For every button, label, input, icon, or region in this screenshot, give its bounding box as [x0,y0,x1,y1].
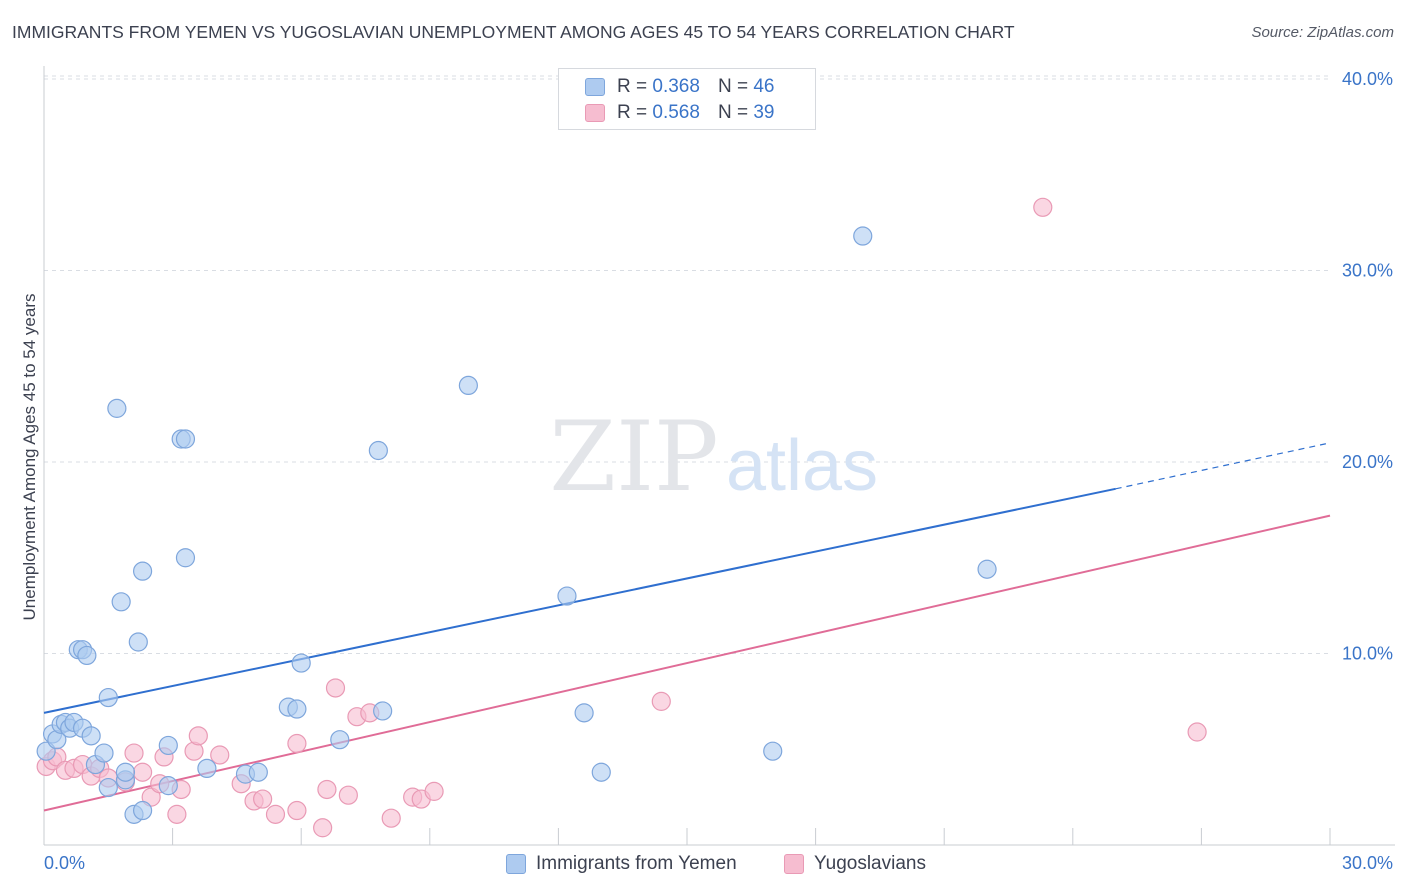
series-legend-yemen[interactable]: Immigrants from Yemen [506,852,737,876]
point-yugoslavian [265,804,286,824]
point-yemen [853,226,873,246]
legend-r-label: R = [617,102,648,123]
legend-row-yugoslavians: R = 0.568 N = 39 [585,100,774,126]
axes [43,66,1395,846]
point-yugoslavian [124,743,144,763]
source-label: Source: ZipAtlas.com [1251,24,1394,41]
point-yugoslavian [325,678,346,698]
point-yemen [368,440,388,461]
point-yemen [291,653,311,673]
point-yemen [77,645,97,666]
point-yugoslavian [253,789,273,809]
point-yugoslavian [1187,722,1207,742]
point-yemen [132,561,153,581]
point-yemen [557,586,577,606]
gridlines [44,75,1330,654]
point-yemen [287,699,307,719]
y-tick-label: 40.0% [1342,69,1393,89]
point-yemen [330,730,350,750]
point-yemen [248,762,268,782]
y-tick-label: 30.0% [1342,261,1393,281]
watermark-zip: ZIP [549,401,718,513]
tick-labels: 10.0% 20.0% 30.0% 40.0% 0.0% 30.0% [44,69,1393,873]
point-yugoslavian [167,804,187,824]
point-yugoslavian [1033,197,1053,217]
point-yugoslavian [313,818,333,838]
trend-lines [43,442,1331,812]
series-legend-yugoslavians[interactable]: Yugoslavians [784,852,926,876]
y-tick-label: 10.0% [1342,644,1393,664]
point-yugoslavian [287,733,307,754]
legend-n-value: 46 [753,76,775,97]
legend-swatch-blue [585,78,605,96]
point-yugoslavian [210,745,230,765]
watermark-atlas: atlas [726,426,878,506]
point-yemen [132,800,153,821]
point-yemen [128,632,148,652]
point-yemen [115,762,136,782]
data-points [36,197,1207,838]
point-yemen [763,741,783,761]
point-yemen [373,701,393,721]
point-yemen [158,776,178,796]
point-yemen [977,559,997,579]
point-yemen [458,375,478,395]
point-yugoslavian [424,781,444,801]
x-tick-label: 30.0% [1342,853,1393,873]
correlation-legend: R = 0.368 N = 46 R = 0.568 N = 39 [558,68,816,130]
legend-r-label: R = [617,76,648,97]
watermark: ZIP atlas [549,401,878,513]
legend-n-label: N = [717,76,749,97]
legend-swatch-blue [506,854,526,874]
point-yemen [591,762,611,782]
point-yugoslavian [381,808,401,828]
point-yemen [111,592,131,612]
point-yugoslavian [287,800,307,821]
chart-title: IMMIGRANTS FROM YEMEN VS YUGOSLAVIAN UNE… [12,22,1015,42]
legend-n-value: 39 [753,102,775,123]
point-yemen [175,548,196,568]
point-yemen [107,398,127,418]
legend-r-value: 0.368 [652,76,700,97]
x-tick-label: 0.0% [44,853,85,873]
legend-swatch-pink [585,104,605,122]
series-legend-label: Yugoslavians [814,853,926,874]
point-yugoslavian [132,762,153,782]
legend-n-label: N = [717,102,749,123]
point-yemen [175,429,196,449]
point-yugoslavian [317,779,337,800]
point-yemen [574,703,594,723]
trend-line [43,487,1116,714]
series-legend-label: Immigrants from Yemen [536,853,737,874]
point-yemen [158,735,178,756]
point-yugoslavian [338,785,358,805]
point-yemen [81,726,101,746]
point-yemen [98,777,118,798]
y-tick-label: 20.0% [1342,452,1393,472]
point-yemen [94,743,114,763]
legend-r-value: 0.568 [652,102,700,123]
trend-line [43,514,1331,812]
point-yemen [98,687,118,708]
point-yemen [197,758,217,779]
trend-line-extension [1115,442,1331,490]
point-yugoslavian [141,787,161,807]
legend-row-yemen: R = 0.368 N = 46 [585,74,774,100]
legend-swatch-pink [784,854,804,874]
y-axis-label: Unemployment Among Ages 45 to 54 years [20,293,39,621]
point-yugoslavian [188,726,208,746]
point-yugoslavian [651,691,671,711]
